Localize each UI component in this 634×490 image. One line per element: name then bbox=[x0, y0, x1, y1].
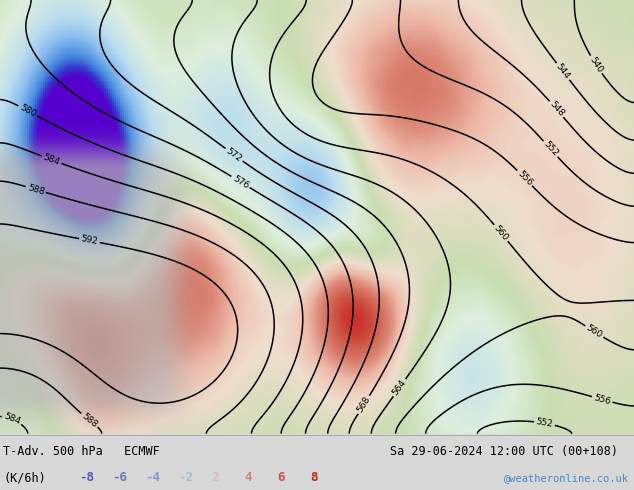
Text: 560: 560 bbox=[492, 223, 510, 243]
Text: 564: 564 bbox=[391, 378, 408, 397]
Text: 588: 588 bbox=[80, 411, 99, 429]
Text: 8: 8 bbox=[310, 471, 318, 484]
Text: 584: 584 bbox=[3, 412, 22, 427]
Text: Sa 29-06-2024 12:00 UTC (00+108): Sa 29-06-2024 12:00 UTC (00+108) bbox=[390, 445, 618, 458]
Text: 2: 2 bbox=[211, 471, 219, 484]
Text: 576: 576 bbox=[231, 173, 250, 190]
Text: T-Adv. 500 hPa   ECMWF: T-Adv. 500 hPa ECMWF bbox=[3, 445, 160, 458]
Text: 544: 544 bbox=[554, 62, 572, 81]
Text: 552: 552 bbox=[541, 140, 560, 158]
Text: 6: 6 bbox=[277, 471, 285, 484]
Text: 580: 580 bbox=[18, 103, 37, 119]
Text: 568: 568 bbox=[356, 395, 372, 415]
Text: 572: 572 bbox=[224, 146, 243, 164]
Text: 4: 4 bbox=[244, 471, 252, 484]
Text: @weatheronline.co.uk: @weatheronline.co.uk bbox=[504, 472, 629, 483]
Text: 540: 540 bbox=[588, 55, 604, 74]
Text: 560: 560 bbox=[585, 323, 604, 340]
Text: -2: -2 bbox=[178, 471, 193, 484]
Text: -8: -8 bbox=[79, 471, 94, 484]
Text: (K/6h): (K/6h) bbox=[3, 471, 46, 484]
Text: -6: -6 bbox=[112, 471, 127, 484]
Text: 556: 556 bbox=[593, 393, 612, 406]
Text: 592: 592 bbox=[80, 235, 99, 246]
Text: 588: 588 bbox=[26, 183, 45, 196]
Text: 584: 584 bbox=[42, 152, 61, 167]
Text: 552: 552 bbox=[535, 417, 553, 429]
Text: 548: 548 bbox=[548, 100, 566, 119]
Text: 556: 556 bbox=[515, 169, 534, 188]
Text: -4: -4 bbox=[145, 471, 160, 484]
